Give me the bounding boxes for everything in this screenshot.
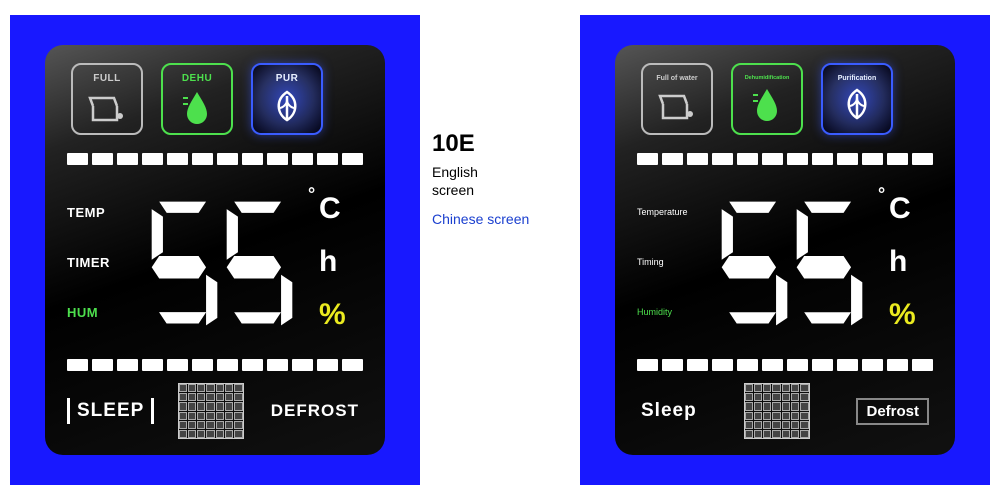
digit-area [701, 177, 883, 347]
hum-label: HUM [67, 305, 125, 320]
leaf-icon [267, 86, 307, 126]
segment-bar-top [637, 153, 933, 165]
side-labels: TEMP TIMER HUM [67, 177, 125, 347]
purify-indicator: Purification [821, 63, 893, 135]
units-col: C h % [319, 177, 363, 347]
full-water-indicator: FULL [71, 63, 143, 135]
full-label: Full of water [656, 75, 697, 82]
segment-bar-bottom [637, 359, 933, 371]
temp-label: Temperature [637, 207, 695, 217]
english-panel: FULL DEHU PUR [10, 15, 420, 485]
unit-hours: h [319, 245, 337, 279]
digit-area [131, 177, 313, 347]
droplet-icon [747, 83, 787, 123]
seven-segment-55 [717, 195, 867, 330]
top-icons-row: Full of water Dehumidification Purificat… [637, 63, 933, 135]
unit-percent: % [319, 298, 346, 332]
top-icons-row: FULL DEHU PUR [67, 63, 363, 135]
chinese-line: Chinese screen [432, 210, 529, 228]
sleep-label: SLEEP [71, 400, 150, 422]
timer-label: TIMER [67, 255, 125, 270]
chinese-panel: Full of water Dehumidification Purificat… [580, 15, 990, 485]
bottom-row: SLEEP DEFROST [67, 383, 363, 439]
timer-label: Timing [637, 257, 695, 267]
english-line2: screen [432, 181, 529, 199]
defrost-label: DEFROST [271, 401, 359, 421]
dehumidify-indicator: Dehumidification [731, 63, 803, 135]
dehu-label: Dehumidification [745, 75, 790, 81]
model-code: 10E [432, 128, 529, 159]
dehu-label: DEHU [182, 73, 212, 84]
tank-icon [657, 84, 697, 124]
unit-percent: % [889, 298, 916, 332]
dehumidify-indicator: DEHU [161, 63, 233, 135]
segment-bar-top [67, 153, 363, 165]
unit-celsius: C [319, 192, 341, 226]
temp-label: TEMP [67, 205, 125, 220]
filter-grid-icon [744, 383, 810, 439]
main-display-row: TEMP TIMER HUM [67, 177, 363, 347]
hum-label: Humidity [637, 307, 695, 317]
segment-bar-bottom [67, 359, 363, 371]
bottom-row: Sleep Defrost [637, 383, 933, 439]
pur-label: PUR [276, 73, 299, 84]
unit-hours: h [889, 245, 907, 279]
pur-label: Purification [838, 75, 877, 82]
english-line1: English [432, 163, 529, 181]
english-screen: FULL DEHU PUR [45, 45, 385, 455]
full-label: FULL [93, 73, 121, 84]
side-labels: Temperature Timing Humidity [637, 177, 695, 347]
sleep-label: Sleep [641, 400, 697, 422]
filter-grid-icon [178, 383, 244, 439]
droplet-icon [177, 86, 217, 126]
chinese-screen: Full of water Dehumidification Purificat… [615, 45, 955, 455]
center-text: 10E English screen Chinese screen [432, 128, 529, 228]
unit-celsius: C [889, 192, 911, 226]
seven-segment-55 [147, 195, 297, 330]
tank-icon [87, 86, 127, 126]
full-water-indicator: Full of water [641, 63, 713, 135]
leaf-icon [837, 84, 877, 124]
defrost-label: Defrost [856, 398, 929, 425]
main-display-row: Temperature Timing Humidity [637, 177, 933, 347]
units-col: C h % [889, 177, 933, 347]
purify-indicator: PUR [251, 63, 323, 135]
